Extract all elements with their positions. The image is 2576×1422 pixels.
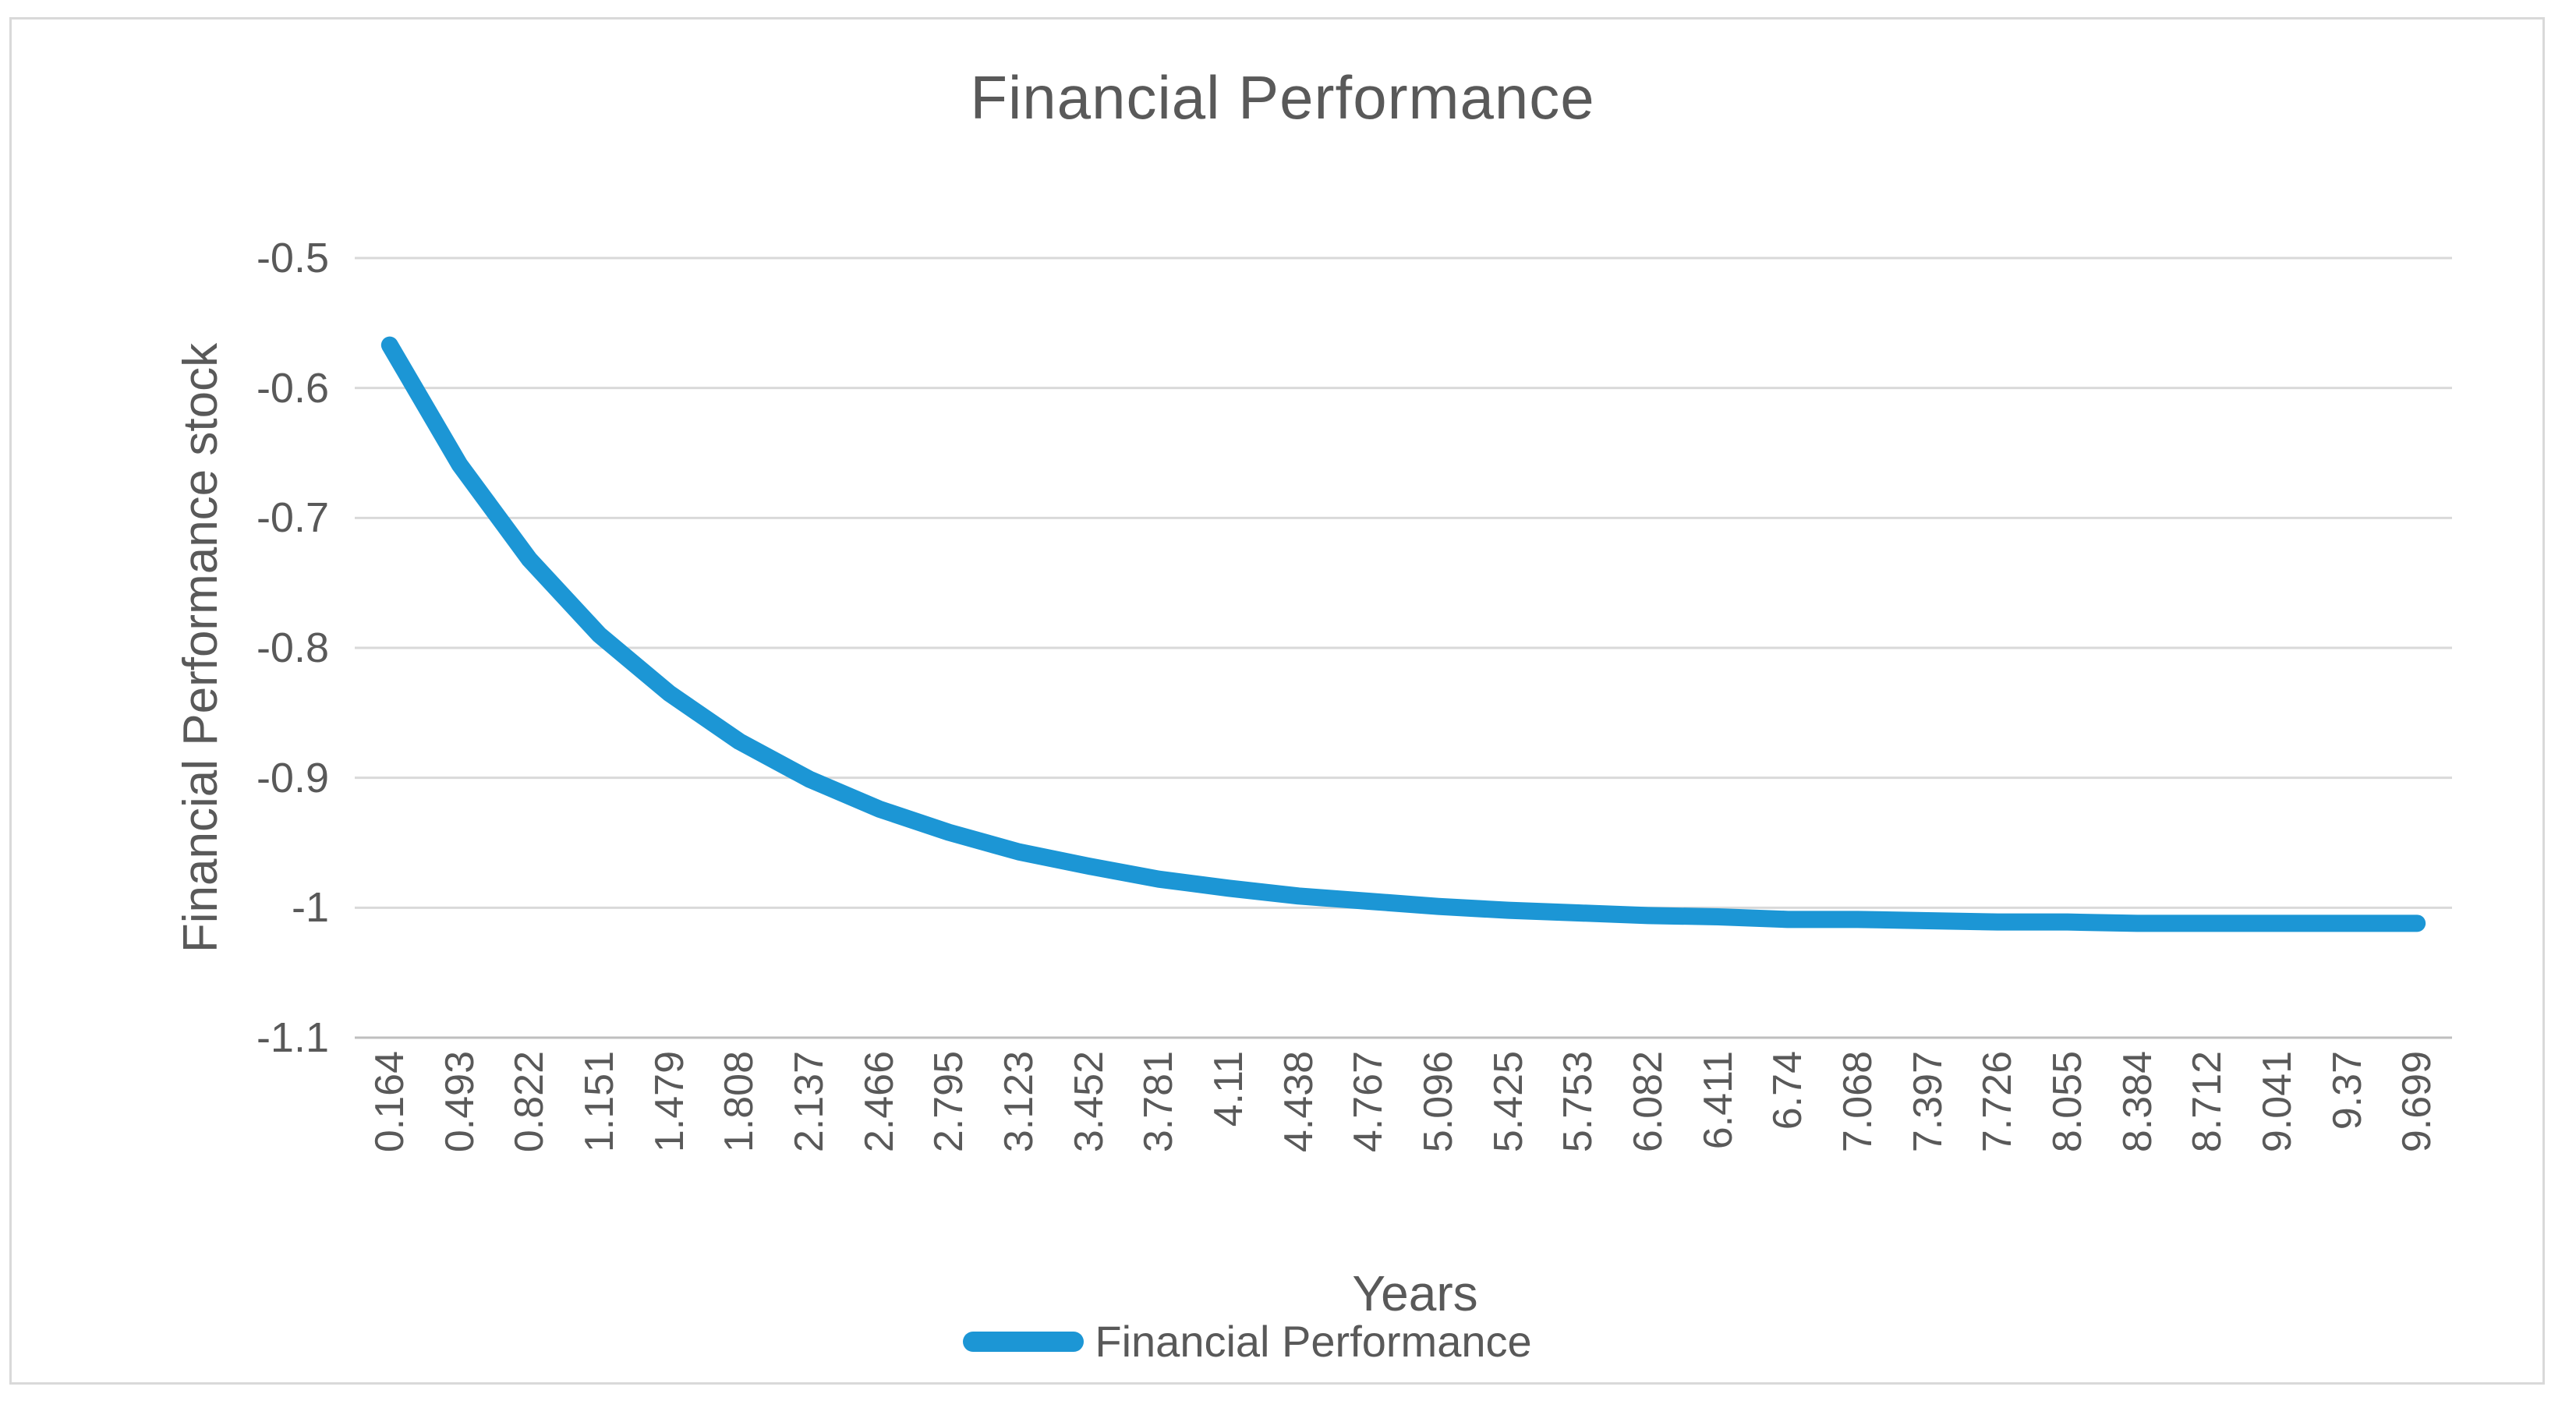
legend-series-label: Financial Performance [1095,1317,1532,1366]
x-tick-label: 9.699 [2394,1051,2440,1153]
y-tick-label: -1.1 [256,1014,329,1061]
series-line-financial-performance [380,336,2426,932]
x-tick-label: 4.11 [1205,1051,1251,1127]
y-tick-label: -0.9 [256,754,329,801]
chart-border-frame [9,17,2545,1385]
x-tick-label: 7.068 [1835,1051,1881,1153]
x-tick-label: 3.123 [996,1051,1042,1153]
x-tick-label: 5.425 [1485,1051,1531,1153]
y-tick-label: -1 [291,884,329,932]
x-tick-label: 8.055 [2044,1051,2090,1153]
y-tick-label: -0.8 [256,624,329,671]
x-tick-label: 0.493 [437,1051,483,1153]
x-tick-label: 0.164 [366,1051,412,1153]
x-tick-label: 7.397 [1905,1051,1951,1153]
x-tick-label: 3.452 [1066,1051,1112,1153]
x-tick-label: 2.795 [926,1051,972,1153]
chart-title: Financial Performance [970,63,1595,132]
y-tick-label: -0.7 [256,494,329,542]
x-tick-label: 4.438 [1276,1051,1322,1153]
x-tick-label: 6.411 [1695,1051,1741,1150]
x-tick-label: 7.726 [1975,1051,2021,1153]
legend: Financial Performance [0,1316,2495,1367]
x-tick-label: 2.137 [786,1051,832,1153]
x-tick-label: 9.041 [2254,1051,2300,1153]
x-tick-label: 1.808 [717,1051,763,1153]
x-tick-label: 3.781 [1136,1051,1182,1153]
x-tick-label: 8.384 [2114,1051,2160,1153]
x-tick-label: 5.096 [1415,1051,1461,1153]
x-tick-label: 2.466 [856,1051,902,1153]
x-tick-label: 9.37 [2324,1051,2370,1130]
x-tick-label: 4.767 [1346,1051,1392,1153]
x-tick-label: 1.479 [646,1051,692,1153]
legend-line-swatch [963,1331,1085,1352]
x-tick-label: 5.753 [1555,1051,1601,1153]
x-axis-title: Years [1352,1265,1478,1321]
x-tick-label: 6.74 [1765,1051,1811,1130]
x-tick-label: 0.822 [507,1051,553,1153]
y-tick-label: -0.5 [256,235,329,281]
x-tick-label: 8.712 [2185,1051,2231,1153]
x-tick-label: 6.082 [1625,1051,1671,1153]
y-tick-label: -0.6 [256,364,329,412]
x-tick-label: 1.151 [576,1051,622,1153]
